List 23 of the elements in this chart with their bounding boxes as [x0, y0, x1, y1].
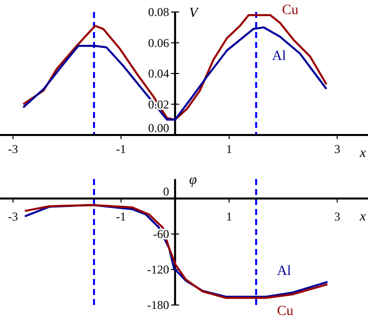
x-tick-label: -1 [116, 142, 126, 156]
y-tick-label: 0.00 [148, 121, 170, 135]
y-tick-label: 0.08 [148, 5, 170, 19]
x-tick-label: -3 [8, 142, 18, 156]
x-axis-title: x [358, 146, 367, 161]
series-label: Cu [282, 3, 298, 18]
x-tick-label: -3 [8, 210, 18, 224]
x-tick-label: 1 [226, 142, 232, 156]
series-label: Al [277, 264, 292, 279]
y-tick-label: 0 [163, 184, 170, 199]
series-label: Al [272, 49, 286, 64]
x-tick-label: -1 [116, 210, 126, 224]
y-tick-label: 0.04 [148, 66, 170, 80]
x-axis-title: x [358, 210, 367, 225]
y-tick-label: -120 [147, 262, 170, 277]
x-tick-label: 3 [334, 210, 340, 224]
series-label: Cu [277, 304, 294, 319]
x-tick-label: 1 [226, 210, 232, 224]
x-tick-label: 3 [334, 142, 340, 156]
y-axis-title: φ [189, 173, 198, 188]
y-tick-label: -180 [147, 298, 170, 312]
y-axis-title: V [189, 6, 200, 21]
y-tick-label: 0.06 [148, 36, 170, 50]
